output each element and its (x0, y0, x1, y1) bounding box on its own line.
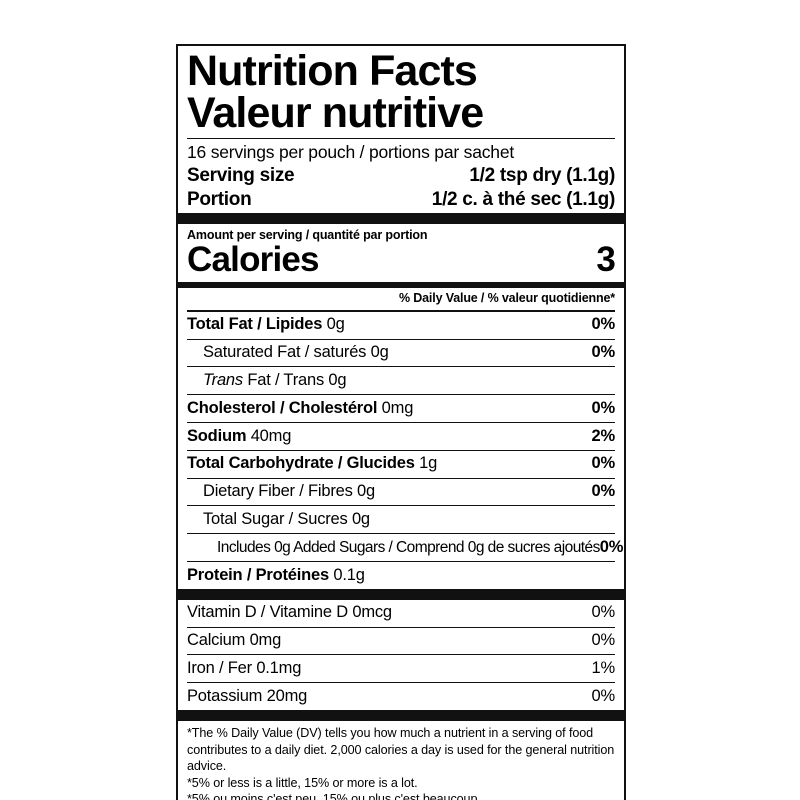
nutrient-name: Total Sugar / Sucres 0g (203, 509, 370, 528)
nutrient-daily-value: 0% (599, 537, 624, 556)
nutrient-row: Total Fat / Lipides 0g 0% (187, 312, 615, 339)
vitamin-name: Iron / Fer 0.1mg (187, 658, 302, 677)
vitamin-row: Vitamin D / Vitamine D 0mcg 0% (187, 600, 615, 627)
serving-size-row-french: Portion 1/2 c. à thé sec (1.1g) (187, 188, 615, 212)
nutrient-daily-value: 0% (591, 454, 616, 473)
calories-row: Calories 3 (187, 240, 616, 282)
vitamin-row: Calcium 0mg 0% (187, 628, 615, 655)
vitamin-name: Calcium 0mg (187, 631, 282, 650)
nutrient-daily-value: 0% (591, 398, 616, 417)
nutrient-row-separator (187, 394, 615, 396)
nutrient-amount: 1g (414, 454, 438, 473)
nutrient-name: Includes 0g Added Sugars / Comprend 0g d… (217, 538, 600, 556)
nutrient-name: Sodium 40mg (187, 426, 292, 445)
nutrient-name: Saturated Fat / saturés 0g (203, 343, 389, 362)
label-header: Nutrition Facts Valeur nutritive (187, 46, 615, 138)
serving-size-label-french: Portion (187, 189, 252, 211)
vitamin-daily-value: 1% (591, 658, 616, 677)
nutrient-name: Dietary Fiber / Fibres 0g (203, 482, 375, 501)
nutrient-daily-value: 0% (591, 343, 616, 362)
divider-bar-above-footnote (178, 710, 624, 721)
daily-value-footnote: *The % Daily Value (DV) tells you how mu… (187, 721, 615, 800)
vitamin-mineral-table: Vitamin D / Vitamine D 0mcg 0% Calcium 0mg… (187, 600, 615, 710)
nutrient-row: Saturated Fat / saturés 0g 0% (187, 340, 615, 367)
footnote-line: *5% or less is a little, 15% or more is … (187, 775, 418, 790)
footnote-line: *5% ou moins c'est peu, 15% ou plus c'es… (187, 792, 478, 800)
label-title-english: Nutrition Facts (187, 47, 478, 95)
rule-under-dv-header (187, 309, 615, 312)
divider-bar-below-calories (178, 282, 624, 289)
nutrient-daily-value: 0% (591, 482, 616, 501)
vitamin-daily-value: 0% (591, 686, 616, 705)
nutrient-row-separator (187, 338, 615, 340)
nutrient-row-separator (187, 533, 615, 535)
footnote-line: *The % Daily Value (DV) tells you how mu… (187, 726, 615, 774)
nutrient-daily-value: 2% (591, 426, 616, 445)
nutrient-row: Total Carbohydrate / Glucides 1g 0% (187, 451, 615, 478)
nutrient-name: Cholesterol / Cholestérol 0mg (187, 398, 414, 417)
nutrient-row-separator (187, 505, 615, 507)
label-title-french: Valeur nutritive (187, 89, 484, 138)
nutrient-row-separator (187, 366, 615, 368)
serving-size-value-french: 1/2 c. à thé sec (1.1g) (431, 189, 616, 211)
serving-size-row-english: Serving size 1/2 tsp dry (1.1g) (187, 164, 615, 188)
nutrient-amount: 0.1g (329, 565, 365, 584)
nutrient-name: Trans Fat / Trans 0g (203, 370, 347, 389)
rule-under-title (187, 138, 615, 140)
nutrient-daily-value: 0% (591, 315, 616, 334)
vitamin-row-separator (187, 682, 615, 684)
amount-per-serving-label: Amount per serving / quantité par portio… (187, 227, 428, 242)
calories-label: Calories (187, 240, 320, 280)
nutrient-row: Includes 0g Added Sugars / Comprend 0g d… (187, 534, 623, 561)
nutrient-amount: 0mg (377, 398, 414, 417)
vitamin-row: Iron / Fer 0.1mg 1% (187, 655, 615, 682)
vitamin-row-separator (187, 626, 615, 628)
serving-size-label-english: Serving size (187, 165, 295, 187)
nutrient-row: Sodium 40mg 2% (187, 423, 615, 450)
vitamin-daily-value: 0% (591, 603, 616, 622)
vitamin-row-separator (187, 654, 615, 656)
nutrient-row: Cholesterol / Cholestérol 0mg 0% (187, 395, 615, 422)
nutrition-facts-label: Nutrition Facts Valeur nutritive 16 serv… (176, 44, 626, 800)
nutrient-name: Protein / Protéines 0.1g (187, 565, 365, 584)
nutrient-row-separator (187, 561, 615, 563)
nutrient-amount: 40mg (246, 426, 292, 445)
vitamin-daily-value: 0% (591, 631, 616, 650)
nutrient-name: Total Carbohydrate / Glucides 1g (187, 454, 438, 473)
serving-size-value-english: 1/2 tsp dry (1.1g) (469, 165, 615, 187)
nutrient-row-separator (187, 422, 615, 424)
nutrient-table: Total Fat / Lipides 0g 0% Saturated Fat / … (187, 312, 623, 589)
nutrient-row-separator (187, 449, 615, 451)
nutrient-name-italic: Trans (203, 370, 243, 389)
calories-value: 3 (596, 240, 615, 280)
servings-per-container: 16 servings per pouch / portions par sac… (187, 142, 515, 163)
nutrient-row-separator (187, 477, 615, 479)
vitamin-name: Potassium 20mg (187, 686, 308, 705)
nutrient-name: Total Fat / Lipides 0g (187, 315, 345, 334)
nutrient-amount: 0g (322, 315, 345, 334)
nutrient-row: Protein / Protéines 0.1g (187, 562, 615, 589)
vitamin-name: Vitamin D / Vitamine D 0mcg (187, 603, 392, 622)
nutrient-row: Total Sugar / Sucres 0g (187, 506, 615, 533)
divider-bar-above-vitamins (178, 588, 624, 600)
divider-bar-above-calories (178, 212, 624, 224)
nutrient-row: Trans Fat / Trans 0g (187, 367, 615, 394)
nutrient-row: Dietary Fiber / Fibres 0g 0% (187, 479, 615, 506)
daily-value-header: % Daily Value / % valeur quotidienne* (398, 291, 615, 306)
vitamin-row: Potassium 20mg 0% (187, 683, 615, 710)
